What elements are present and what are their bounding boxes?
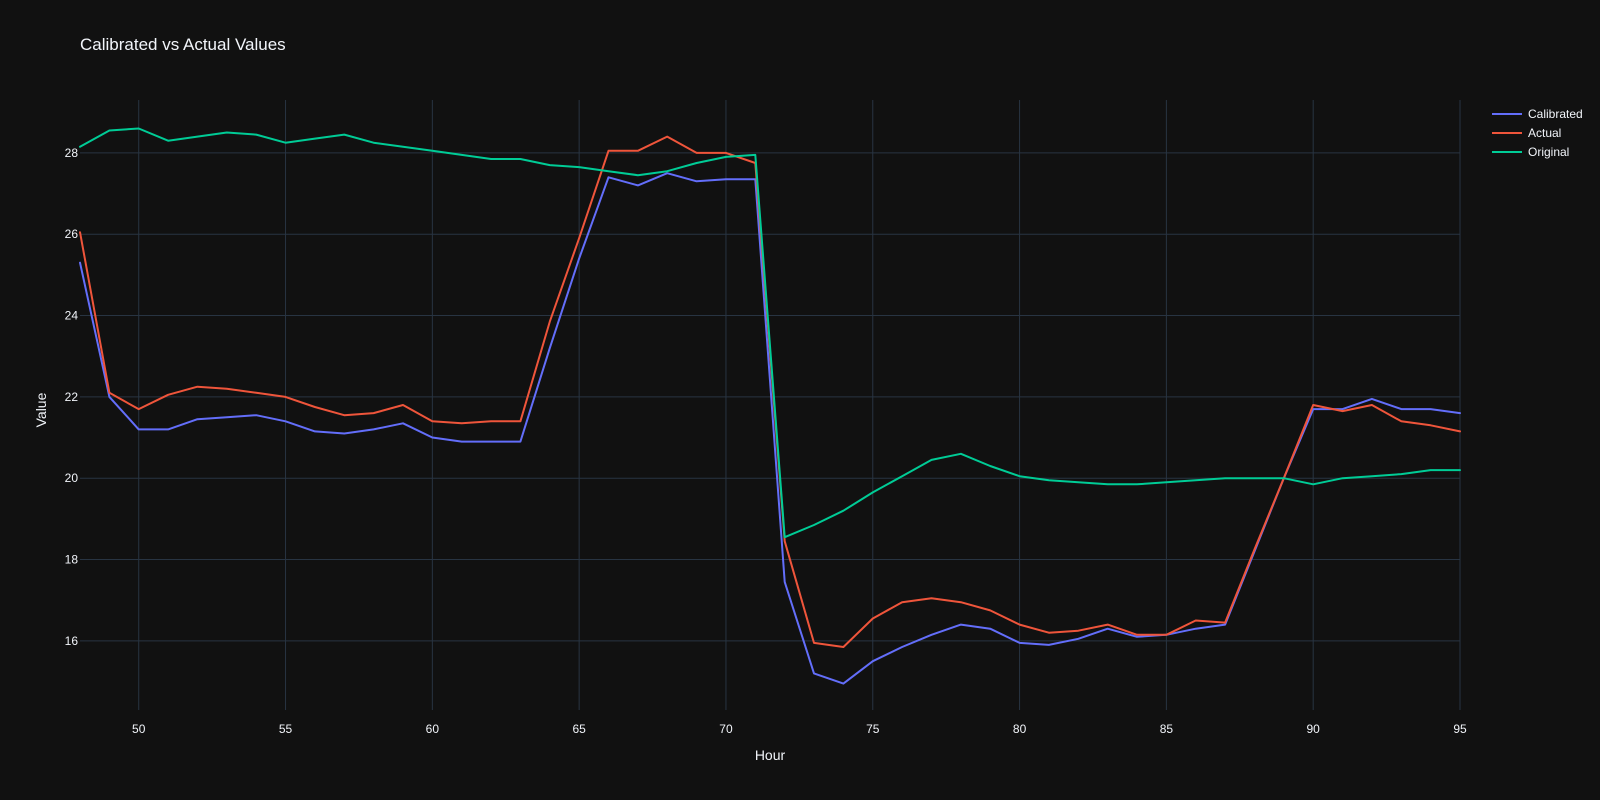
y-tick-label: 24 (65, 309, 79, 323)
x-tick-label: 95 (1453, 722, 1467, 736)
legend: Calibrated Actual Original (1492, 107, 1583, 159)
y-tick-label: 26 (65, 227, 79, 241)
grid-lines (80, 100, 1461, 710)
y-tick-label: 20 (65, 471, 79, 485)
legend-label: Actual (1528, 126, 1561, 140)
series-lines (79, 127, 1461, 685)
legend-item-actual[interactable]: Actual (1492, 126, 1561, 140)
legend-item-calibrated[interactable]: Calibrated (1492, 107, 1583, 121)
x-tick-label: 85 (1160, 722, 1174, 736)
x-axis-ticks: 50 55 60 65 70 75 80 85 90 95 (132, 722, 1467, 736)
x-tick-label: 65 (572, 722, 586, 736)
series-line-original (79, 127, 1461, 539)
y-tick-label: 16 (65, 634, 79, 648)
chart-title: Calibrated vs Actual Values (80, 35, 286, 54)
y-tick-label: 28 (65, 146, 79, 160)
x-tick-label: 55 (279, 722, 293, 736)
series-line-calibrated (79, 172, 1461, 685)
y-axis-ticks: 16 18 20 22 24 26 28 (65, 146, 79, 648)
x-tick-label: 80 (1013, 722, 1027, 736)
x-tick-label: 50 (132, 722, 146, 736)
x-tick-label: 75 (866, 722, 880, 736)
x-tick-label: 60 (426, 722, 440, 736)
y-axis-title: Value (33, 392, 49, 427)
y-tick-label: 22 (65, 390, 79, 404)
legend-label: Calibrated (1528, 107, 1583, 121)
legend-label: Original (1528, 145, 1569, 159)
x-axis-title: Hour (755, 747, 786, 763)
x-tick-label: 70 (719, 722, 733, 736)
x-tick-label: 90 (1307, 722, 1321, 736)
y-tick-label: 18 (65, 553, 79, 567)
legend-item-original[interactable]: Original (1492, 145, 1569, 159)
